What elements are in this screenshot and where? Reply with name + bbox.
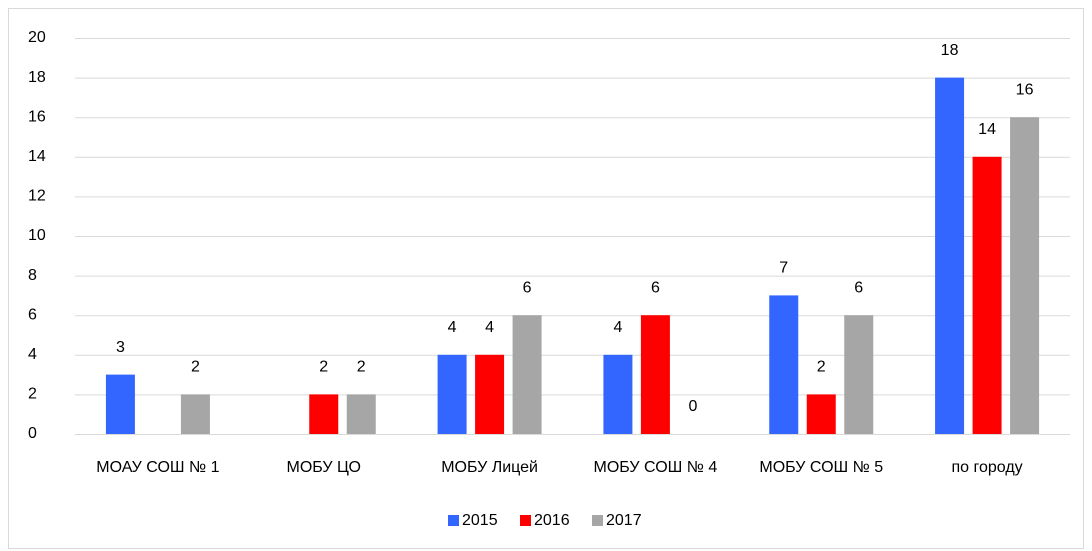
bar: [806, 394, 836, 434]
data-label: 2: [319, 359, 328, 376]
legend-label: 2015: [462, 512, 498, 529]
data-label: 14: [978, 121, 996, 138]
data-label: 16: [1016, 81, 1034, 98]
data-label: 4: [613, 319, 622, 336]
data-label: 7: [779, 260, 788, 277]
bar: [512, 315, 542, 434]
data-label: 4: [485, 319, 494, 336]
data-label: 6: [854, 279, 863, 296]
bar: [1010, 117, 1040, 434]
chart-border: [8, 8, 1084, 549]
y-tick-label: 12: [28, 188, 46, 205]
y-tick-label: 2: [28, 386, 37, 403]
y-tick-label: 6: [28, 306, 37, 323]
data-label: 2: [357, 359, 366, 376]
x-tick-label: МОАУ СОШ № 1: [96, 459, 219, 476]
data-label: 2: [817, 359, 826, 376]
legend-swatch: [520, 515, 531, 526]
bar: [972, 156, 1002, 435]
bar: [603, 354, 633, 434]
x-tick-label: по городу: [951, 459, 1022, 476]
data-label: 18: [941, 42, 959, 59]
data-label: 4: [448, 319, 457, 336]
bar: [437, 354, 467, 434]
legend-swatch: [448, 515, 459, 526]
bar: [844, 315, 874, 434]
bar: [769, 295, 799, 434]
y-tick-label: 20: [28, 29, 46, 46]
y-tick-label: 14: [28, 148, 46, 165]
bar: [180, 394, 210, 434]
x-tick-label: МОБУ СОШ № 4: [594, 459, 718, 476]
y-tick-label: 0: [28, 425, 37, 442]
data-label: 0: [688, 398, 697, 415]
x-tick-label: МОБУ СОШ № 5: [759, 459, 883, 476]
bar: [935, 77, 965, 434]
bar: [640, 315, 670, 434]
bar: [309, 394, 339, 434]
y-tick-label: 16: [28, 108, 46, 125]
legend-swatch: [592, 515, 603, 526]
legend-label: 2017: [606, 512, 642, 529]
bar: [346, 394, 376, 434]
data-label: 2: [191, 359, 200, 376]
x-tick-label: МОБУ ЦО: [287, 459, 361, 476]
y-tick-label: 10: [28, 227, 46, 244]
data-label: 6: [651, 279, 660, 296]
data-label: 3: [116, 339, 125, 356]
y-tick-label: 18: [28, 69, 46, 86]
data-label: 6: [523, 279, 532, 296]
x-tick-label: МОБУ Лицей: [441, 459, 538, 476]
bar: [105, 374, 135, 434]
bar: [475, 354, 505, 434]
y-tick-label: 8: [28, 267, 37, 284]
legend-label: 2016: [534, 512, 570, 529]
y-tick-label: 4: [28, 346, 37, 363]
